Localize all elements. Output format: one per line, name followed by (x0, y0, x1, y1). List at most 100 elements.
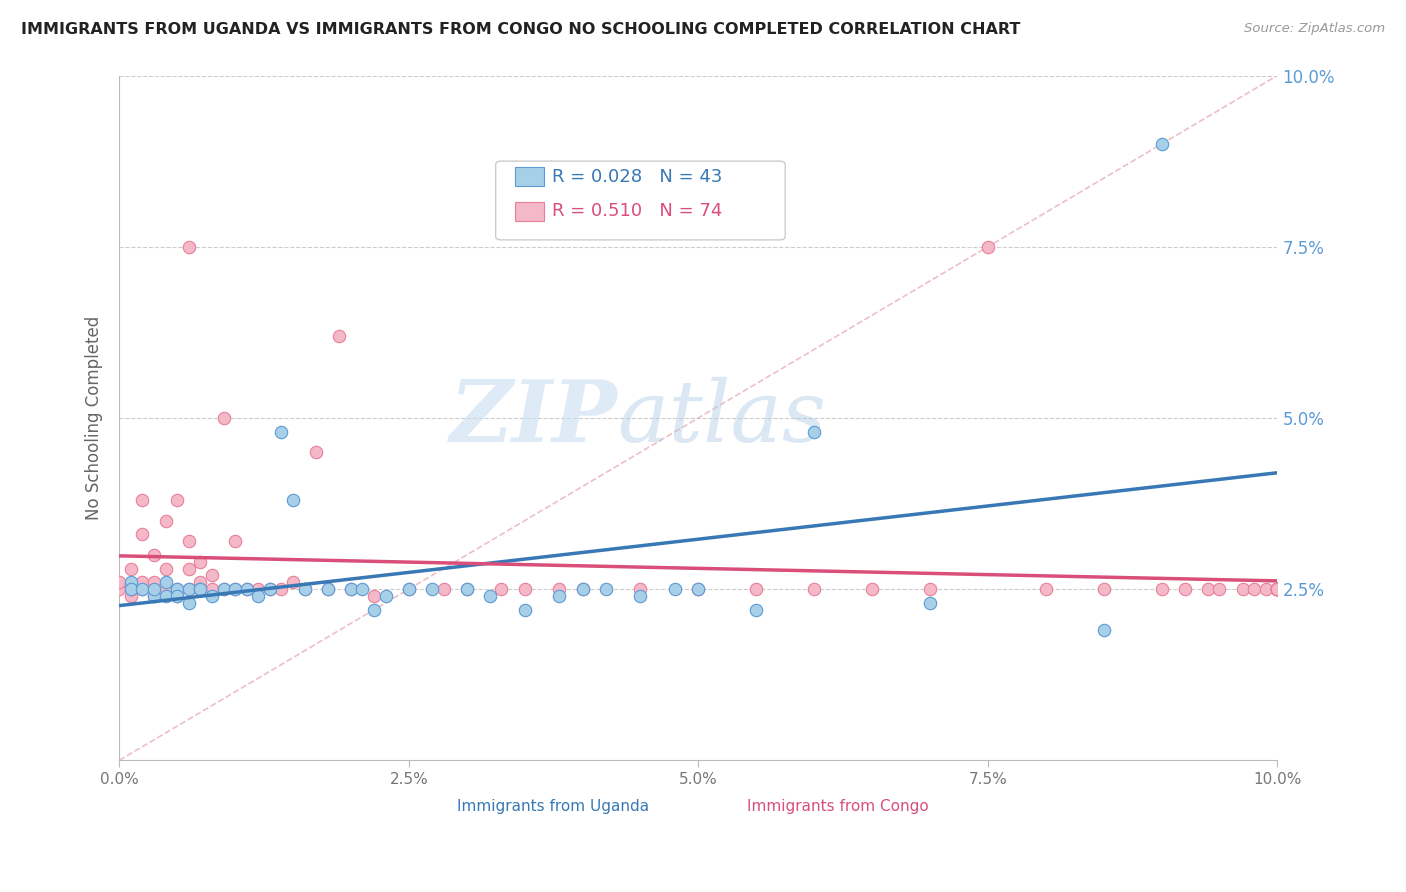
Point (247, 582, 270, 596)
Bar (710, 800, 740, 815)
Point (131, 582, 153, 596)
Point (352, 582, 374, 596)
Point (340, 582, 363, 596)
Point (270, 425, 292, 439)
Point (108, 575, 131, 590)
Point (131, 493, 153, 508)
Point (664, 582, 686, 596)
Point (363, 603, 385, 617)
Point (188, 582, 211, 596)
Text: Source: ZipAtlas.com: Source: ZipAtlas.com (1244, 22, 1385, 36)
Point (918, 596, 941, 610)
Point (595, 582, 617, 596)
Point (1254, 582, 1277, 596)
Point (188, 575, 211, 590)
Point (120, 575, 142, 590)
Point (1267, 582, 1289, 596)
Point (131, 527, 153, 541)
Point (108, 582, 131, 596)
Point (803, 582, 825, 596)
Point (1092, 624, 1115, 638)
Point (143, 575, 166, 590)
Text: IMMIGRANTS FROM UGANDA VS IMMIGRANTS FROM CONGO NO SCHOOLING COMPLETED CORRELATI: IMMIGRANTS FROM UGANDA VS IMMIGRANTS FRO… (21, 22, 1021, 37)
Point (491, 582, 513, 596)
Text: R = 0.028   N = 43: R = 0.028 N = 43 (553, 168, 723, 186)
Point (1267, 582, 1289, 596)
Point (177, 582, 200, 596)
Point (513, 582, 536, 596)
Point (166, 493, 188, 508)
Point (1267, 582, 1289, 596)
Point (281, 575, 304, 590)
Point (688, 582, 710, 596)
Point (456, 582, 478, 596)
Point (688, 582, 710, 596)
Point (177, 596, 200, 610)
Point (374, 589, 396, 603)
Point (212, 582, 235, 596)
Point (177, 582, 200, 596)
Bar (420, 800, 450, 815)
Point (1174, 582, 1197, 596)
Point (1267, 582, 1289, 596)
Text: R = 0.510   N = 74: R = 0.510 N = 74 (553, 202, 723, 220)
Point (1197, 582, 1219, 596)
Point (120, 589, 142, 603)
Point (201, 582, 224, 596)
Point (1150, 582, 1173, 596)
Point (340, 582, 363, 596)
Point (143, 589, 166, 603)
Point (1092, 582, 1115, 596)
Point (478, 589, 501, 603)
Point (420, 582, 443, 596)
Point (120, 582, 142, 596)
Point (166, 582, 188, 596)
Point (316, 582, 339, 596)
Point (270, 582, 292, 596)
Text: atlas: atlas (617, 376, 827, 459)
Point (120, 561, 142, 575)
Point (281, 493, 304, 508)
Point (398, 582, 420, 596)
Point (259, 582, 281, 596)
Point (1150, 136, 1173, 151)
Point (212, 411, 235, 425)
Point (166, 589, 188, 603)
Point (143, 548, 166, 562)
Point (398, 582, 420, 596)
Point (235, 582, 257, 596)
Point (860, 582, 883, 596)
Point (201, 589, 224, 603)
Point (977, 240, 1000, 254)
Bar (516, 202, 544, 220)
Point (745, 582, 768, 596)
FancyBboxPatch shape (496, 161, 785, 240)
Point (305, 445, 328, 459)
Point (188, 582, 211, 596)
Point (571, 582, 593, 596)
Point (432, 582, 454, 596)
Point (212, 582, 235, 596)
Point (1035, 582, 1057, 596)
Point (918, 582, 941, 596)
Point (155, 561, 177, 575)
Point (628, 589, 651, 603)
Bar (516, 168, 544, 186)
Point (131, 582, 153, 596)
Text: ZIP: ZIP (450, 376, 617, 459)
Point (548, 589, 571, 603)
Text: Immigrants from Uganda: Immigrants from Uganda (457, 799, 650, 814)
Point (177, 561, 200, 575)
Point (155, 514, 177, 528)
Point (201, 568, 224, 582)
Point (155, 575, 177, 590)
Point (294, 582, 316, 596)
Point (224, 534, 246, 549)
Point (1232, 582, 1254, 596)
Point (224, 582, 246, 596)
Point (224, 582, 246, 596)
Point (1267, 582, 1289, 596)
Point (143, 589, 166, 603)
Point (120, 582, 142, 596)
Point (456, 582, 478, 596)
